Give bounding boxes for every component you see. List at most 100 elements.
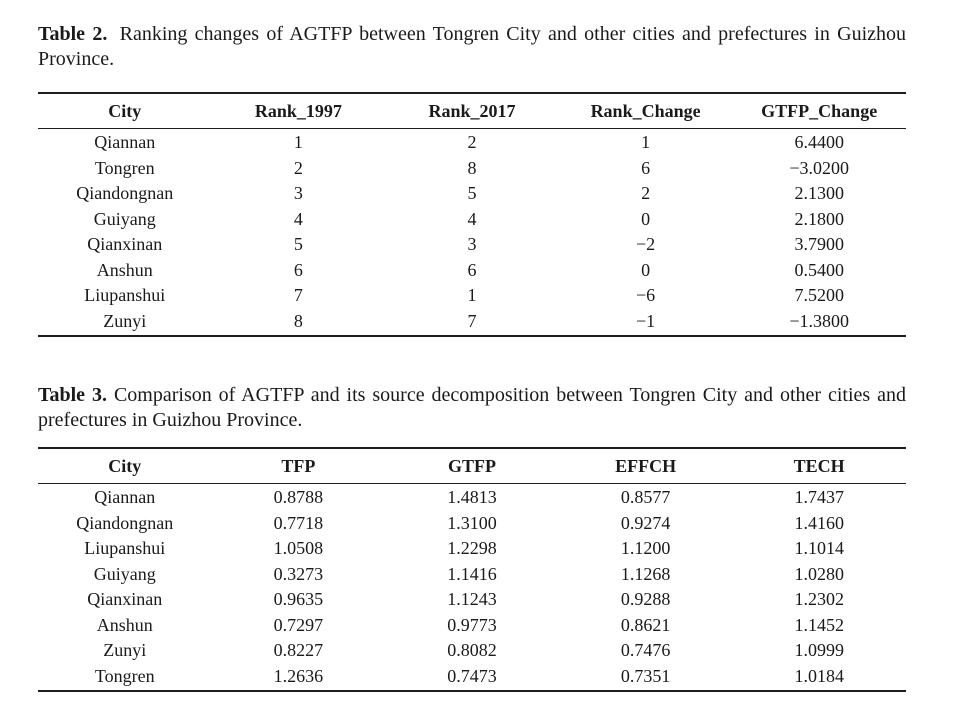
table-row: Qiandongnan 3 5 2 2.1300: [38, 181, 906, 207]
value-cell: 7.5200: [794, 285, 844, 305]
city-cell: Anshun: [96, 614, 153, 635]
ranking-changes-table: City Rank_1997 Rank_2017 Rank_Change GTFP_Ch…: [38, 92, 906, 337]
value-cell: 2.1800: [794, 208, 844, 229]
value-cell: 1.0508: [273, 538, 324, 558]
column-header: EFFCH: [558, 448, 733, 484]
value-cell: 6: [467, 259, 477, 280]
table3-caption: Table 3. Comparison of AGTFP and its sou…: [38, 383, 906, 433]
value-cell: 1.7437: [794, 487, 844, 507]
table-body: Qiannan 1 2 1 6.4400 Tongren 2 8 6 −3.0200 Qiandon…: [38, 129, 906, 337]
value-cell: 1.0184: [794, 665, 844, 686]
column-header: GTFP: [385, 448, 559, 484]
city-cell: Guiyang: [93, 563, 156, 584]
value-cell: 6: [293, 259, 303, 280]
value-cell: 1.4160: [794, 512, 844, 533]
table-row: Qiandongnan 0.7718 1.3100 0.9274 1.4160: [38, 511, 906, 537]
value-cell: 1: [293, 132, 303, 152]
value-cell: 0.7297: [273, 614, 324, 635]
table-row: Tongren 2 8 6 −3.0200: [38, 156, 906, 182]
value-cell: 0.5400: [794, 259, 844, 280]
value-cell: 0.8577: [620, 487, 671, 507]
value-cell: 1.1200: [620, 538, 671, 558]
value-cell: 1.1014: [794, 538, 844, 558]
value-cell: 0.8082: [447, 640, 497, 660]
table2-caption-text: Ranking changes of AGTFP between Tongren…: [38, 23, 907, 70]
value-cell: 1.3100: [447, 512, 497, 533]
table-row: Liupanshui 1.0508 1.2298 1.1200 1.1014: [38, 536, 906, 562]
value-cell: 0.9773: [447, 614, 497, 635]
table-row: Guiyang 4 4 0 2.1800: [38, 207, 906, 233]
city-cell: Qianxinan: [87, 589, 163, 609]
table-header-row: City Rank_1997 Rank_2017 Rank_Change GTFP_Ch…: [38, 93, 906, 129]
value-cell: 2.1300: [794, 183, 844, 203]
value-cell: −6: [636, 285, 656, 305]
value-cell: 2: [641, 183, 651, 203]
value-cell: 1.0280: [794, 563, 844, 584]
value-cell: 1.2302: [794, 589, 844, 609]
value-cell: 1: [641, 132, 651, 152]
table-row: Qianxinan 0.9635 1.1243 0.9288 1.2302: [38, 587, 906, 613]
value-cell: 0.3273: [273, 563, 324, 584]
value-cell: 7: [293, 285, 303, 305]
value-cell: 1.2636: [273, 665, 324, 686]
city-cell: Liupanshui: [84, 285, 166, 305]
value-cell: 6.4400: [794, 132, 844, 152]
value-cell: 0.9274: [620, 512, 671, 533]
city-cell: Guiyang: [93, 208, 156, 229]
table2-caption: Table 2. Ranking changes of AGTFP betwee…: [38, 22, 906, 72]
value-cell: 0: [641, 259, 651, 280]
table-header-row: City TFP GTFP EFFCH TECH: [38, 448, 906, 484]
table-row: Guiyang 0.3273 1.1416 1.1268 1.0280: [38, 562, 906, 588]
value-cell: 5: [467, 183, 477, 203]
column-header: TECH: [732, 448, 906, 484]
city-cell: Tongren: [94, 665, 155, 686]
value-cell: 0.9288: [620, 589, 671, 609]
value-cell: 0.8621: [620, 614, 671, 635]
column-header: Rank_Change: [558, 93, 733, 129]
table2-section: Table 2. Ranking changes of AGTFP betwee…: [38, 22, 906, 337]
value-cell: 2: [467, 132, 477, 152]
city-cell: Qiannan: [94, 132, 156, 152]
value-cell: 0.8227: [273, 640, 324, 660]
value-cell: 1.1452: [794, 614, 844, 635]
city-cell: Zunyi: [103, 640, 147, 660]
value-cell: 0.9635: [273, 589, 324, 609]
city-cell: Liupanshui: [84, 538, 166, 558]
column-header: City: [38, 448, 212, 484]
value-cell: 1.4813: [447, 487, 497, 507]
value-cell: −2: [636, 234, 656, 254]
city-cell: Zunyi: [103, 310, 147, 331]
table-body: Qiannan 0.8788 1.4813 0.8577 1.7437 Qiandongn…: [38, 484, 906, 692]
value-cell: −1.3800: [789, 310, 850, 331]
value-cell: 4: [293, 208, 303, 229]
value-cell: 6: [641, 157, 651, 178]
table3-caption-label: Table 3.: [38, 384, 108, 406]
table-row: Anshun 0.7297 0.9773 0.8621 1.1452: [38, 613, 906, 639]
column-header: GTFP_Change: [732, 93, 906, 129]
city-cell: Qiannan: [94, 487, 156, 507]
value-cell: 4: [467, 208, 477, 229]
value-cell: 0.7476: [620, 640, 671, 660]
value-cell: −3.0200: [789, 157, 850, 178]
table-row: Zunyi 8 7 −1 −1.3800: [38, 309, 906, 337]
value-cell: 8: [467, 157, 477, 178]
table-row: Zunyi 0.8227 0.8082 0.7476 1.0999: [38, 638, 906, 664]
city-cell: Qianxinan: [87, 234, 163, 254]
column-header: Rank_2017: [385, 93, 559, 129]
city-cell: Tongren: [94, 157, 155, 178]
value-cell: 1.0999: [794, 640, 844, 660]
table3-caption-text: Comparison of AGTFP and its source decom…: [38, 384, 907, 431]
table3-section: Table 3. Comparison of AGTFP and its sou…: [38, 383, 906, 692]
table-row: Qiannan 1 2 1 6.4400: [38, 129, 906, 156]
table2-caption-label: Table 2.: [38, 23, 108, 45]
value-cell: 5: [293, 234, 303, 254]
table-row: Qianxinan 5 3 −2 3.7900: [38, 232, 906, 258]
city-cell: Qiandongnan: [76, 183, 174, 203]
value-cell: 3: [467, 234, 477, 254]
value-cell: 8: [293, 310, 303, 331]
table-row: Tongren 1.2636 0.7473 0.7351 1.0184: [38, 664, 906, 692]
city-cell: Anshun: [96, 259, 153, 280]
value-cell: 3: [293, 183, 303, 203]
city-cell: Qiandongnan: [76, 512, 174, 533]
